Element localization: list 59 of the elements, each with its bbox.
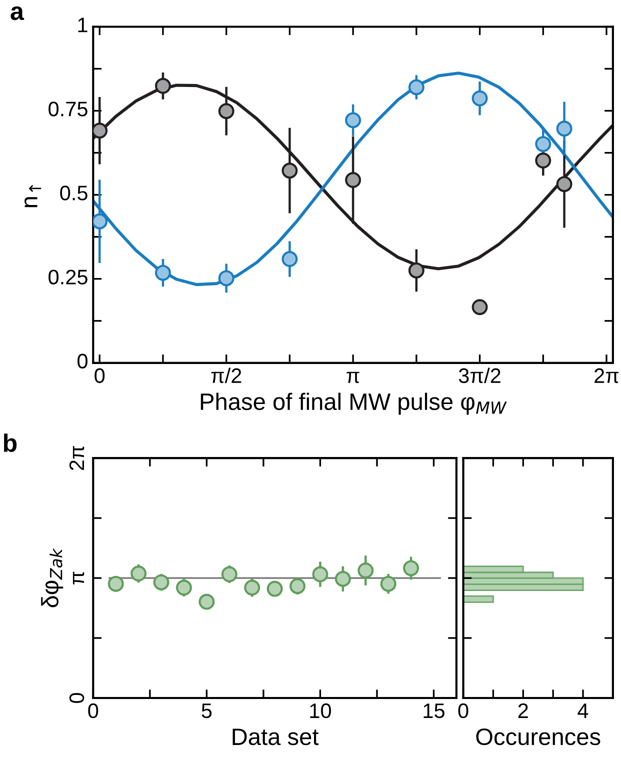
chart-title: b xyxy=(4,434,17,452)
point xyxy=(218,103,234,120)
point xyxy=(154,264,171,281)
x-tick-label: π/2 xyxy=(211,368,242,384)
point xyxy=(153,574,170,590)
x-axis-title: Phase of final MW pulse φ$_{MW}$ xyxy=(200,392,507,415)
y-axis-title: δφ$_{Zak}$ xyxy=(41,548,64,608)
point xyxy=(93,122,108,139)
point xyxy=(282,162,298,179)
y-tick-label: 0.5 xyxy=(60,186,88,200)
point xyxy=(345,172,362,188)
chart-title: a xyxy=(10,6,24,20)
x-axis-title: Data set xyxy=(232,728,319,746)
point xyxy=(535,152,552,169)
x-tick-label: 15 xyxy=(424,704,444,718)
point xyxy=(108,576,124,592)
point xyxy=(130,566,147,582)
point xyxy=(154,78,171,94)
point xyxy=(312,566,328,582)
point xyxy=(93,213,108,230)
x-tick-label: 4 xyxy=(578,704,588,718)
y-tick-label: 0.25 xyxy=(48,270,88,284)
y-tick-label: 0 xyxy=(78,354,88,368)
x-tick-label: 10 xyxy=(310,703,331,718)
point xyxy=(408,262,424,278)
point xyxy=(334,570,351,587)
point xyxy=(176,580,192,596)
point xyxy=(535,136,552,152)
point xyxy=(403,560,420,576)
x-tick-label: π xyxy=(346,372,360,384)
point xyxy=(556,176,572,192)
point xyxy=(282,251,298,268)
point xyxy=(380,576,396,592)
y-tick-label: 0 xyxy=(69,693,84,703)
y-tick-label: 1 xyxy=(78,18,88,32)
point xyxy=(408,79,424,96)
x-tick-label: 0 xyxy=(94,368,105,384)
point xyxy=(198,594,215,610)
x-axis-title: Occurences xyxy=(476,728,600,746)
point xyxy=(290,578,306,594)
point xyxy=(472,299,488,316)
x-tick-label: 0 xyxy=(88,703,98,718)
point xyxy=(358,562,374,578)
point xyxy=(266,580,283,597)
x-tick-label: 0 xyxy=(458,703,468,718)
point xyxy=(244,580,260,596)
y-tick-label: 2π xyxy=(69,446,84,470)
y-axis-title: n$_{↑}$ xyxy=(24,184,42,208)
point xyxy=(345,112,362,128)
x-tick-label: 2 xyxy=(518,703,528,718)
point xyxy=(472,90,488,106)
point xyxy=(221,566,238,582)
y-tick-label: 0.75 xyxy=(48,102,88,116)
x-tick-label: 2π xyxy=(594,368,619,384)
point xyxy=(556,120,572,137)
point xyxy=(218,270,234,286)
x-tick-label: 3π/2 xyxy=(458,368,500,384)
x-tick-label: 5 xyxy=(202,704,212,718)
y-tick-label: π xyxy=(72,572,84,584)
